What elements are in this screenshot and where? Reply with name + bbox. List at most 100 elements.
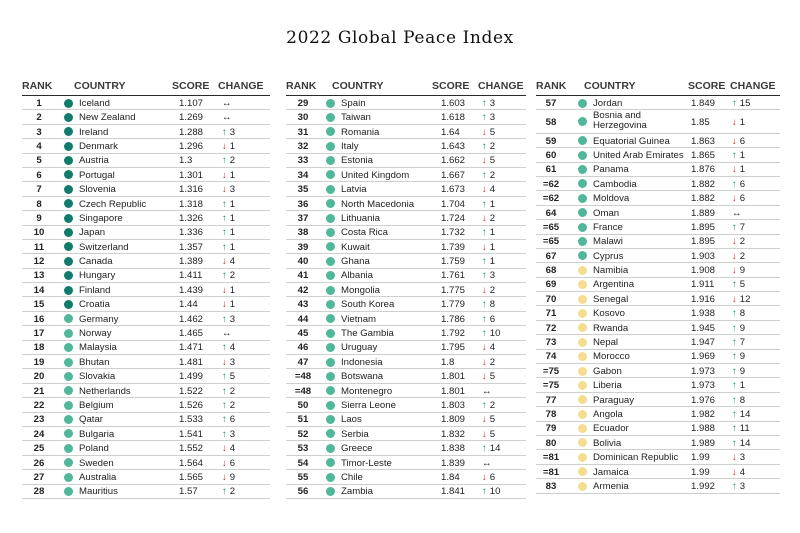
change-cell: ↑ 10 bbox=[482, 328, 500, 339]
score-cell: 1.908 bbox=[691, 265, 716, 277]
rank-cell: 73 bbox=[545, 337, 557, 349]
score-cell: 1.64 bbox=[441, 126, 460, 138]
arrow-up-icon: ↑ bbox=[222, 414, 227, 426]
page-title: 2022 Global Peace Index bbox=[286, 28, 514, 48]
score-cell: 1.336 bbox=[179, 227, 204, 239]
change-value: 3 bbox=[229, 184, 236, 196]
country-cell: Gabon bbox=[593, 365, 622, 377]
country-cell: Kosovo bbox=[593, 308, 625, 320]
score-cell: 1.465 bbox=[179, 328, 204, 340]
country-header: COUNTRY bbox=[584, 80, 636, 92]
change-value: 9 bbox=[229, 471, 236, 483]
peace-level-dot bbox=[326, 213, 335, 223]
score-cell: 1.288 bbox=[179, 126, 204, 138]
peace-level-dot bbox=[326, 184, 335, 194]
arrow-up-icon: ↑ bbox=[222, 155, 227, 167]
table-row: 38 Costa Rica 1.732 ↑ 1 bbox=[286, 226, 526, 240]
peace-level-dot bbox=[578, 280, 587, 290]
arrow-up-icon: ↑ bbox=[482, 256, 487, 268]
country-cell: Bolivia bbox=[593, 437, 622, 449]
country-cell: Paraguay bbox=[593, 394, 635, 406]
change-cell: ↓ 5 bbox=[482, 414, 495, 425]
table-row: 52 Serbia 1.832 ↓ 5 bbox=[286, 427, 526, 442]
change-cell: ↓ 9 bbox=[222, 472, 235, 483]
peace-level-dot bbox=[64, 170, 73, 180]
country-cell: Rwanda bbox=[593, 322, 629, 334]
rank-cell: 64 bbox=[545, 207, 557, 219]
rank-cell: 11 bbox=[33, 241, 45, 253]
peace-level-dot bbox=[578, 366, 587, 376]
rank-cell: =81 bbox=[542, 466, 560, 478]
score-cell: 1.296 bbox=[179, 140, 204, 152]
score-cell: 1.704 bbox=[441, 198, 466, 210]
change-value: 10 bbox=[489, 328, 501, 340]
table-row: 26 Sweden 1.564 ↓ 6 bbox=[22, 456, 270, 471]
peace-level-dot bbox=[64, 285, 73, 295]
change-value: 2 bbox=[489, 400, 496, 411]
change-cell: ↓ 2 bbox=[482, 285, 495, 296]
score-cell: 1.786 bbox=[441, 313, 466, 325]
peace-level-dot bbox=[326, 242, 335, 252]
rank-cell: 15 bbox=[33, 299, 45, 311]
change-cell: ↑ 5 bbox=[732, 279, 745, 290]
arrow-down-icon: ↓ bbox=[732, 452, 737, 464]
arrow-up-icon: ↑ bbox=[222, 385, 227, 397]
score-cell: 1.916 bbox=[691, 293, 716, 305]
country-cell: Qatar bbox=[79, 414, 103, 426]
arrow-down-icon: ↓ bbox=[482, 471, 487, 483]
rank-cell: =75 bbox=[542, 380, 560, 392]
change-cell: ↑ 11 bbox=[732, 423, 750, 434]
change-cell: ↑ 3 bbox=[222, 127, 235, 138]
peace-level-dot bbox=[326, 343, 335, 353]
change-cell: ↓ 1 bbox=[222, 170, 235, 181]
country-cell: Bulgaria bbox=[79, 428, 115, 440]
score-cell: 1.3 bbox=[179, 155, 193, 167]
change-cell: ↑ 2 bbox=[222, 386, 235, 397]
rank-cell: 56 bbox=[297, 486, 309, 498]
change-cell: ↑ 9 bbox=[732, 323, 745, 334]
change-value: 14 bbox=[739, 409, 751, 420]
peace-level-dot bbox=[578, 323, 587, 333]
table-row: =75 Gabon 1.973 ↑ 9 bbox=[536, 364, 780, 379]
score-cell: 1.938 bbox=[691, 308, 716, 320]
arrow-up-icon: ↑ bbox=[482, 328, 487, 340]
change-cell: ↑ 8 bbox=[732, 308, 745, 319]
peace-level-dot bbox=[326, 472, 335, 482]
change-value: 5 bbox=[489, 414, 496, 426]
rank-cell: 1 bbox=[36, 97, 42, 109]
table-row: 41 Albania 1.761 ↑ 3 bbox=[286, 269, 526, 284]
table-row: 17 Norway 1.465 ↔ bbox=[22, 326, 270, 341]
table-row: 55 Chile 1.84 ↓ 6 bbox=[286, 470, 526, 485]
country-cell: Switzerland bbox=[79, 241, 129, 253]
arrow-up-icon: ↑ bbox=[732, 178, 737, 190]
country-cell: Sierra Leone bbox=[341, 400, 396, 411]
country-cell: Poland bbox=[79, 443, 109, 455]
peace-level-dot bbox=[326, 228, 335, 238]
country-cell: Norway bbox=[79, 328, 112, 340]
change-value: 1 bbox=[489, 256, 496, 268]
peace-level-dot bbox=[64, 314, 73, 324]
score-cell: 1.481 bbox=[179, 356, 204, 368]
score-cell: 1.801 bbox=[441, 371, 466, 383]
country-cell: Oman bbox=[593, 207, 620, 219]
country-cell: Mauritius bbox=[79, 486, 118, 498]
rank-cell: =62 bbox=[542, 193, 560, 205]
table-row: 34 United Kingdom 1.667 ↑ 2 bbox=[286, 168, 526, 183]
rank-cell: 9 bbox=[36, 212, 42, 224]
country-cell: Ecuador bbox=[593, 423, 629, 435]
table-row: =65 Malawi 1.895 ↓ 2 bbox=[536, 235, 780, 249]
arrow-up-icon: ↑ bbox=[482, 299, 487, 311]
table-row: 30 Taiwan 1.618 ↑ 3 bbox=[286, 110, 526, 125]
rank-cell: =48 bbox=[294, 371, 312, 383]
rank-cell: 2 bbox=[36, 112, 42, 124]
table-row: 43 South Korea 1.779 ↑ 8 bbox=[286, 297, 526, 312]
arrow-up-icon: ↑ bbox=[482, 400, 487, 411]
country-cell: South Korea bbox=[341, 299, 395, 311]
change-value: 6 bbox=[489, 471, 496, 483]
change-value: 14 bbox=[489, 443, 501, 455]
change-value: 2 bbox=[489, 356, 496, 368]
arrow-up-icon: ↑ bbox=[732, 221, 737, 233]
rank-cell: 7 bbox=[36, 184, 42, 196]
change-value: 10 bbox=[489, 486, 501, 498]
table-row: 70 Senegal 1.916 ↓ 12 bbox=[536, 292, 780, 307]
